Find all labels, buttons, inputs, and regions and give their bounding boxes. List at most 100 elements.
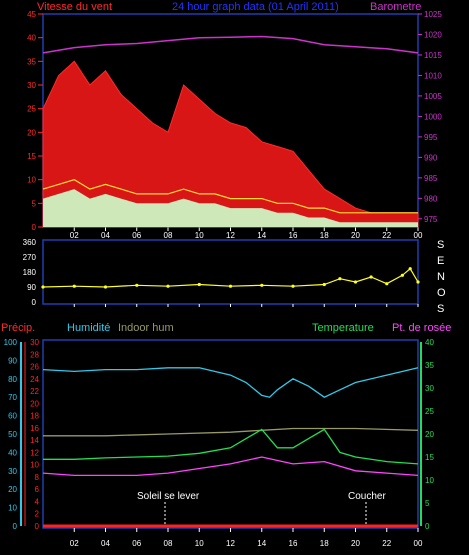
top-x-tick-label: 12	[226, 231, 235, 240]
top-x-tick-label: 18	[320, 231, 329, 240]
wind-tick-label: 45	[27, 10, 36, 19]
top-x-tick-label: 14	[257, 231, 266, 240]
barometer-tick-label: 1020	[424, 30, 442, 39]
direction-tick-label: 360	[23, 238, 37, 247]
direction-letter: E	[437, 255, 444, 267]
precip-tick-label: 6	[35, 485, 40, 494]
bottom-x-tick-label: 18	[320, 539, 329, 548]
bottom-x-tick-label: 02	[70, 539, 79, 548]
humidity-tick-label: 90	[8, 356, 17, 365]
direction-tick-label: 270	[23, 253, 37, 262]
bottom-x-tick-label: 04	[101, 539, 110, 548]
precip-tick-label: 24	[30, 375, 39, 384]
wind-average-line	[42, 179, 418, 214]
barometer-tick-label: 990	[424, 153, 438, 162]
humidity-tick-label: 80	[8, 375, 17, 384]
direction-tick-label: 90	[27, 283, 36, 292]
temperature-tick-label: 40	[425, 338, 434, 347]
wind-tick-label: 25	[27, 105, 36, 114]
barometer-line	[42, 35, 419, 54]
temperature-line	[43, 428, 419, 465]
wind-tick-label: 20	[27, 128, 36, 137]
humidity-axis-label: Humidité	[67, 322, 110, 334]
humidity-tick-label: 50	[8, 430, 17, 439]
top-x-tick-label: 22	[382, 231, 391, 240]
dewpoint-line	[42, 456, 419, 477]
wind-tick-label: 15	[27, 152, 36, 161]
top-x-tick-label: 02	[70, 231, 79, 240]
barometer-tick-label: 995	[424, 133, 438, 142]
humidity-tick-label: 100	[4, 338, 18, 347]
precip-tick-label: 4	[35, 497, 40, 506]
precip-tick-label: 16	[30, 424, 39, 433]
barometer-tick-label: 975	[424, 215, 438, 224]
direction-letter: N	[437, 271, 445, 283]
wind-tick-label: 35	[27, 57, 36, 66]
direction-tick-label: 180	[23, 268, 37, 277]
humidity-tick-label: 10	[8, 504, 17, 513]
barometer-tick-label: 1010	[424, 71, 442, 80]
temperature-tick-label: 25	[425, 407, 434, 416]
bottom-x-tick-label: 12	[226, 539, 235, 548]
barometer-tick-label: 1015	[424, 51, 442, 60]
humidity-line	[42, 367, 419, 398]
bottom-x-tick-label: 08	[164, 539, 173, 548]
temperature-tick-label: 30	[425, 384, 434, 393]
wind-tick-label: 40	[27, 34, 36, 43]
wind-tick-label: 5	[32, 199, 37, 208]
precip-tick-label: 12	[30, 448, 39, 457]
temperature-tick-label: 15	[425, 453, 434, 462]
chart-title: 24 hour graph data (01 April 2011)	[172, 1, 339, 13]
temperature-tick-label: 10	[425, 476, 434, 485]
wind-tick-label: 0	[32, 223, 37, 232]
temperature-axis-label: Temperature	[312, 322, 374, 334]
direction-letter: S	[437, 239, 444, 251]
temperature-tick-label: 35	[425, 361, 434, 370]
top-x-tick-label: 10	[195, 231, 204, 240]
direction-letter: O	[437, 287, 446, 299]
wind-mean-area	[43, 189, 418, 227]
indoor-humidity-line	[43, 427, 419, 437]
humidity-tick-label: 40	[8, 448, 17, 457]
direction-letters: S E N O S	[437, 239, 446, 315]
humidity-tick-label: 30	[8, 467, 17, 476]
bottom-x-tick-label: 16	[289, 539, 298, 548]
precip-tick-label: 22	[30, 387, 39, 396]
sunrise-label: Soleil se lever	[137, 491, 200, 502]
top-x-tick-label: 08	[164, 231, 173, 240]
barometer-tick-label: 1005	[424, 92, 442, 101]
precip-tick-label: 8	[35, 473, 40, 482]
temperature-tick-label: 0	[425, 522, 430, 531]
barometer-tick-label: 1000	[424, 112, 442, 121]
bottom-x-tick-label: 10	[195, 539, 204, 548]
barometer-tick-label: 980	[424, 194, 438, 203]
precip-tick-label: 14	[30, 436, 39, 445]
temperature-tick-label: 5	[425, 499, 430, 508]
precip-tick-label: 26	[30, 363, 39, 372]
wind-axis-label: Vitesse du vent	[37, 1, 112, 13]
precip-tick-label: 2	[35, 510, 40, 519]
top-x-tick-label: 06	[132, 231, 141, 240]
wind-tick-label: 30	[27, 81, 36, 90]
precip-tick-label: 30	[30, 338, 39, 347]
direction-panel-frame	[42, 239, 419, 305]
barometer-tick-label: 985	[424, 174, 438, 183]
temperature-tick-label: 20	[425, 430, 434, 439]
precip-tick-label: 18	[30, 412, 39, 421]
barometer-tick-label: 1025	[424, 10, 442, 19]
bottom-x-tick-label: 00	[414, 539, 423, 548]
humidity-tick-label: 20	[8, 485, 17, 494]
top-x-tick-label: 04	[101, 231, 110, 240]
precip-tick-label: 20	[30, 399, 39, 408]
top-x-tick-label: 20	[351, 231, 360, 240]
dewpoint-label: Pt. de rosée	[392, 322, 451, 334]
precip-axis-label: Précip.	[1, 322, 35, 334]
precip-tick-label: 0	[35, 522, 40, 531]
bottom-x-tick-label: 14	[257, 539, 266, 548]
humidity-tick-label: 60	[8, 412, 17, 421]
sunset-label: Coucher	[348, 491, 386, 502]
direction-tick-label: 0	[32, 298, 37, 307]
precip-tick-label: 10	[30, 461, 39, 470]
direction-letter: S	[437, 303, 444, 315]
